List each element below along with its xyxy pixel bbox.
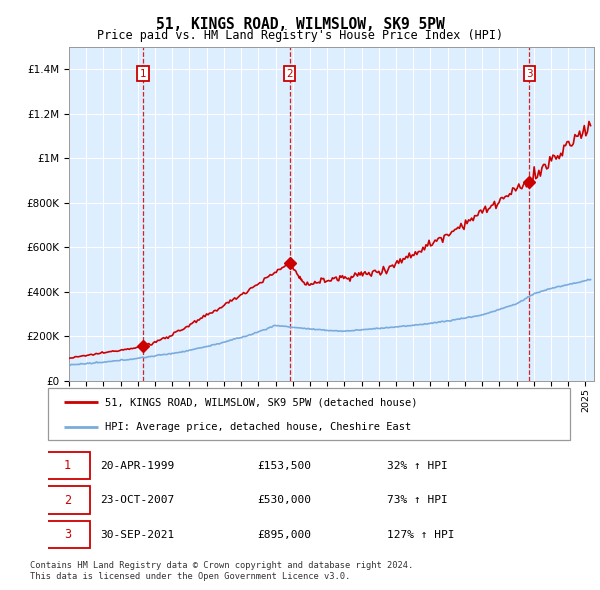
Text: 32% ↑ HPI: 32% ↑ HPI <box>388 461 448 470</box>
Text: 2: 2 <box>64 493 71 507</box>
Text: 1: 1 <box>64 459 71 472</box>
FancyBboxPatch shape <box>48 388 570 440</box>
FancyBboxPatch shape <box>46 486 90 514</box>
Text: 23-OCT-2007: 23-OCT-2007 <box>100 495 175 505</box>
Text: £153,500: £153,500 <box>257 461 311 470</box>
Text: £895,000: £895,000 <box>257 530 311 539</box>
Text: 51, KINGS ROAD, WILMSLOW, SK9 5PW: 51, KINGS ROAD, WILMSLOW, SK9 5PW <box>155 17 445 32</box>
Text: 2: 2 <box>286 69 293 79</box>
Text: 51, KINGS ROAD, WILMSLOW, SK9 5PW (detached house): 51, KINGS ROAD, WILMSLOW, SK9 5PW (detac… <box>106 398 418 408</box>
Text: 1: 1 <box>140 69 146 79</box>
FancyBboxPatch shape <box>46 521 90 548</box>
Text: Contains HM Land Registry data © Crown copyright and database right 2024.: Contains HM Land Registry data © Crown c… <box>30 560 413 569</box>
Text: 30-SEP-2021: 30-SEP-2021 <box>100 530 175 539</box>
FancyBboxPatch shape <box>46 452 90 479</box>
Text: 73% ↑ HPI: 73% ↑ HPI <box>388 495 448 505</box>
Text: 20-APR-1999: 20-APR-1999 <box>100 461 175 470</box>
Text: £530,000: £530,000 <box>257 495 311 505</box>
Text: 127% ↑ HPI: 127% ↑ HPI <box>388 530 455 539</box>
Text: Price paid vs. HM Land Registry's House Price Index (HPI): Price paid vs. HM Land Registry's House … <box>97 30 503 42</box>
Text: 3: 3 <box>526 69 533 79</box>
Text: 3: 3 <box>64 528 71 541</box>
Text: This data is licensed under the Open Government Licence v3.0.: This data is licensed under the Open Gov… <box>30 572 350 581</box>
Text: HPI: Average price, detached house, Cheshire East: HPI: Average price, detached house, Ches… <box>106 422 412 432</box>
